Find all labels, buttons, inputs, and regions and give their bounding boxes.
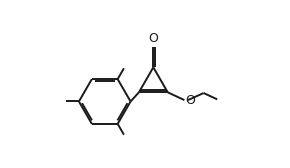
Text: O: O [185, 94, 195, 107]
Text: O: O [148, 32, 158, 45]
